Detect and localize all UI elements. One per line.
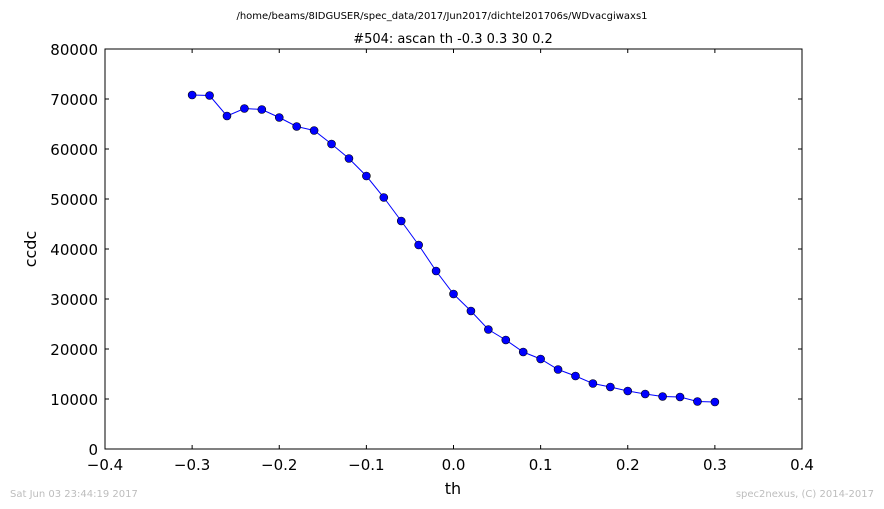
x-tick-label: 0.1 xyxy=(529,456,553,474)
x-tick-label: 0.2 xyxy=(616,456,640,474)
data-point xyxy=(640,389,650,399)
y-axis-label: ccdc xyxy=(21,231,40,268)
footer-timestamp: Sat Jun 03 23:44:19 2017 xyxy=(10,489,138,500)
data-point xyxy=(344,154,354,163)
data-point xyxy=(484,325,493,334)
data-point xyxy=(431,266,441,276)
data-point xyxy=(553,365,563,374)
x-tick-label: 0.4 xyxy=(790,456,814,474)
x-axis: −0.4 −0.3 −0.2 −0.1 0.0 0.1 0.2 0.3 0.4 xyxy=(87,49,814,474)
data-point xyxy=(257,105,267,114)
y-tick-label: 70000 xyxy=(50,91,98,109)
x-tick-label: −0.2 xyxy=(261,456,297,474)
x-tick-label: 0.0 xyxy=(442,456,466,474)
data-point xyxy=(536,354,545,364)
data-point xyxy=(379,193,389,202)
data-point xyxy=(623,386,633,396)
x-tick-label: −0.1 xyxy=(348,456,384,474)
data-point xyxy=(710,397,720,407)
data-point xyxy=(414,240,423,250)
y-tick-label: 80000 xyxy=(50,41,98,59)
x-tick-label: −0.3 xyxy=(174,456,210,474)
plot-area xyxy=(104,48,803,450)
data-point xyxy=(606,382,615,392)
y-tick-label: 50000 xyxy=(50,191,98,209)
y-tick-label: 30000 xyxy=(50,291,98,309)
data-point xyxy=(362,171,371,181)
data-point xyxy=(693,397,702,406)
data-point xyxy=(274,113,284,122)
data-point xyxy=(187,90,197,100)
data-point xyxy=(466,306,476,316)
data-point xyxy=(449,289,458,299)
data-point xyxy=(658,392,667,401)
y-tick-label: 0 xyxy=(88,441,98,459)
chart-suptitle: /home/beams/8IDGUSER/spec_data/2017/Jun2… xyxy=(236,11,647,22)
y-axis: 0 10000 20000 30000 40000 50000 60000 70000 8000… xyxy=(50,41,802,459)
data-point xyxy=(675,392,685,402)
data-point xyxy=(571,371,580,381)
series-layer xyxy=(187,90,720,407)
data-point xyxy=(205,91,214,100)
data-point xyxy=(309,126,319,135)
x-axis-label: th xyxy=(445,479,461,498)
data-point xyxy=(501,335,511,345)
chart-title: #504: ascan th -0.3 0.3 30 0.2 xyxy=(353,32,553,47)
x-tick-label: −0.4 xyxy=(87,456,123,474)
data-point xyxy=(240,104,249,113)
footer-credit: spec2nexus, (C) 2014-2017 xyxy=(735,489,874,500)
x-tick-label: 0.3 xyxy=(703,456,727,474)
y-tick-label: 10000 xyxy=(50,391,98,409)
data-point xyxy=(222,111,232,121)
data-point xyxy=(588,379,598,388)
data-point xyxy=(518,347,528,357)
data-point xyxy=(292,122,301,131)
data-point xyxy=(327,139,336,149)
y-tick-label: 40000 xyxy=(50,241,98,259)
y-tick-label: 20000 xyxy=(50,341,98,359)
y-tick-label: 60000 xyxy=(50,141,98,159)
data-point xyxy=(396,216,406,226)
